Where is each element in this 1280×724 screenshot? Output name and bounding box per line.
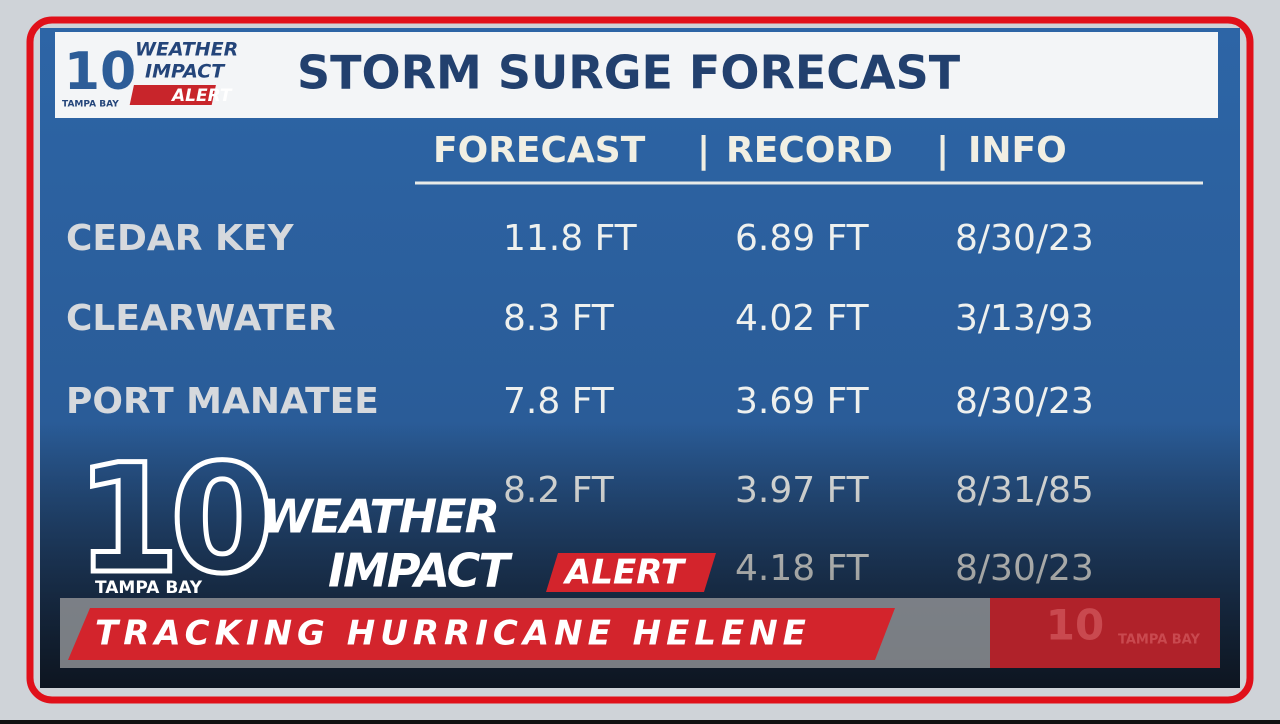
logo-text: WEATHER: [135, 39, 238, 61]
logo-number: 10: [64, 42, 136, 102]
logo-text: ALERT: [170, 86, 233, 106]
cell: 7.8 FT: [503, 381, 615, 422]
cell: 8.3 FT: [503, 298, 615, 339]
place-name: CEDAR KEY: [66, 218, 294, 259]
cell: 11.8 FT: [503, 218, 638, 259]
frame: [26, 16, 1254, 704]
place-name: CLEARWATER: [66, 298, 336, 339]
corner-number: 10: [1046, 601, 1104, 650]
cell: 3/13/93: [955, 298, 1094, 339]
cell: 8/30/23: [955, 218, 1094, 259]
separator: |: [697, 130, 710, 171]
column-header: INFO: [968, 130, 1067, 171]
title: STORM SURGE FORECAST: [297, 46, 961, 100]
overlay-text: WEATHER: [262, 490, 498, 544]
overlay-text: ALERT: [562, 553, 687, 593]
logo-station: TAMPA BAY: [62, 100, 119, 110]
cell: 6.89 FT: [735, 218, 870, 259]
overlay-station: TAMPA BAY: [95, 578, 203, 598]
banner-text: TRACKING HURRICANE HELENE: [95, 614, 811, 654]
corner-box: [990, 598, 1220, 668]
cell: 4.02 FT: [735, 298, 870, 339]
place-name: PORT MANATEE: [66, 381, 379, 422]
cell: 3.69 FT: [735, 381, 870, 422]
column-header: RECORD: [726, 130, 893, 171]
overlay-number: 10: [76, 433, 268, 607]
column-header: FORECAST: [433, 130, 646, 171]
separator: |: [936, 130, 949, 171]
logo-badge: [129, 85, 216, 105]
overlay-text: IMPACT: [328, 544, 513, 598]
banner: [68, 608, 895, 660]
cell: 8/30/23: [955, 381, 1094, 422]
header-bar: [55, 32, 1218, 118]
corner-station: TAMPA BAY: [1118, 633, 1201, 648]
logo-text: IMPACT: [145, 61, 226, 83]
alert-badge: [546, 553, 716, 592]
